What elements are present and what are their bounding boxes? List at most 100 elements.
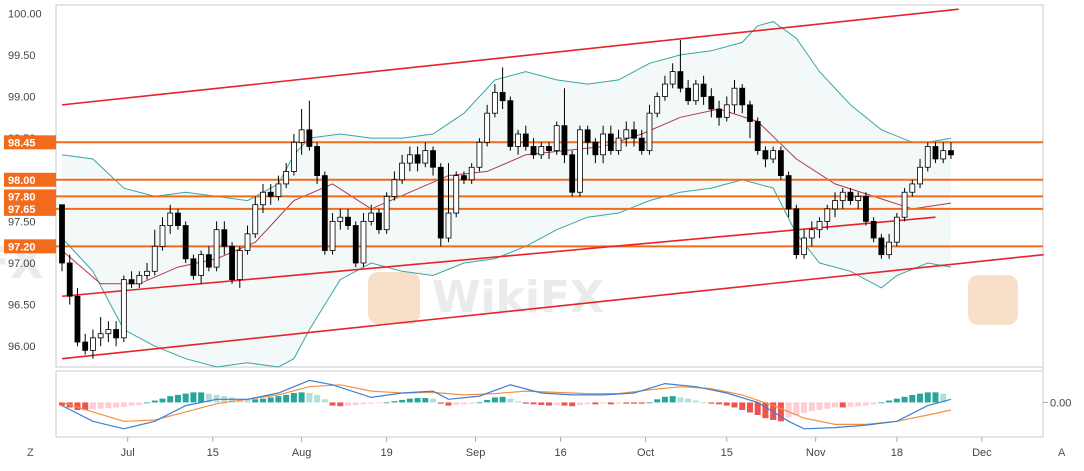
level-label-3: 97.65 <box>4 201 56 216</box>
auto-scale-label: A <box>1058 447 1066 459</box>
candle <box>638 129 645 155</box>
candle <box>345 208 351 230</box>
candle <box>762 146 769 168</box>
macd-histogram-bar <box>685 398 692 403</box>
macd-histogram-bar <box>484 399 491 403</box>
macd-histogram-bar <box>136 402 143 405</box>
candle <box>213 221 220 272</box>
level-label-bg <box>4 189 56 204</box>
macd-histogram-bar <box>708 402 715 404</box>
candle <box>167 204 174 234</box>
candle-body-down <box>607 133 614 152</box>
candle-body-down <box>376 212 382 231</box>
macd-panel <box>59 379 952 430</box>
candle-body-down <box>584 129 591 143</box>
candle-body-up <box>298 129 305 143</box>
candle-body-up <box>515 133 521 147</box>
candle <box>491 84 498 118</box>
candle-body-up <box>290 141 297 172</box>
candle <box>731 79 738 114</box>
macd-histogram-bar <box>862 402 869 406</box>
macd-histogram-bar <box>414 398 421 403</box>
candle <box>290 133 297 176</box>
candle-body-up <box>90 337 96 351</box>
macd-histogram-bar <box>932 392 939 403</box>
candle-body-up <box>692 83 699 102</box>
candle <box>97 317 104 347</box>
candle <box>283 163 290 189</box>
x-tick-label: 15 <box>721 447 733 459</box>
macd-histogram-bar <box>259 398 266 403</box>
candle <box>337 208 344 230</box>
candle <box>321 171 328 255</box>
candle <box>260 183 266 214</box>
candle-body-up <box>236 250 243 281</box>
candle <box>940 142 947 164</box>
candle <box>584 125 591 155</box>
zoom-reset-label: Z <box>27 447 34 459</box>
candle-body-up <box>615 137 622 152</box>
candle-body-down <box>507 100 514 147</box>
macd-histogram-bar <box>213 394 220 403</box>
candle-body-up <box>151 245 158 272</box>
candle-body-down <box>878 237 885 256</box>
macd-histogram-bar <box>746 402 753 413</box>
candle-body-down <box>128 279 135 285</box>
candle <box>832 192 838 218</box>
candle <box>948 142 954 159</box>
candle-body-up <box>801 237 807 256</box>
candle-body-up <box>816 220 823 231</box>
watermark-logo-icon-right <box>968 275 1018 325</box>
candle <box>739 84 746 114</box>
macd-histogram-bar <box>360 402 367 405</box>
auto-scale-button[interactable]: A <box>1058 447 1066 459</box>
zoom-reset-button[interactable]: Z <box>27 447 34 459</box>
candle-body-down <box>430 150 436 168</box>
level-label-text: 98.45 <box>8 137 36 149</box>
candle <box>198 250 205 284</box>
candle-body-down <box>82 341 89 351</box>
candle <box>175 208 181 230</box>
candle <box>839 188 846 209</box>
macd-histogram-bar <box>723 402 730 406</box>
macd-histogram-bar <box>159 398 166 403</box>
candle-body-up <box>391 179 398 197</box>
macd-histogram-bar <box>120 402 127 407</box>
level-label-text: 98.00 <box>8 175 36 187</box>
macd-histogram-bar <box>677 397 684 403</box>
candle <box>592 138 599 164</box>
x-tick-label: Oct <box>637 447 654 459</box>
candle-body-up <box>275 183 282 197</box>
candle <box>90 329 96 359</box>
macd-histogram-bar <box>352 402 359 405</box>
level-label-bg <box>4 201 56 216</box>
macd-histogram-bar <box>901 396 908 403</box>
candle-body-up <box>136 275 143 285</box>
level-label-bg <box>4 172 56 187</box>
macd-histogram-bar <box>321 399 328 403</box>
candle-body-down <box>175 212 181 226</box>
macd-histogram-bar <box>445 402 452 406</box>
candle-body-up <box>924 146 931 168</box>
candle <box>917 158 923 189</box>
candle-body-up <box>198 254 205 276</box>
x-tick-label: 19 <box>381 447 393 459</box>
candle <box>623 121 630 147</box>
candle <box>59 204 65 272</box>
macd-histogram-bar <box>739 402 746 410</box>
candle <box>74 287 81 347</box>
candle <box>685 79 692 105</box>
candle-body-down <box>190 258 197 276</box>
candle <box>631 121 637 147</box>
candle-body-down <box>499 91 506 102</box>
candle <box>368 204 375 226</box>
x-tick-label: Dec <box>972 447 992 459</box>
candle <box>236 246 243 288</box>
candle-body-down <box>314 146 320 176</box>
candle-body-up <box>159 225 166 247</box>
candle <box>785 171 792 218</box>
candle <box>66 254 73 305</box>
candle <box>82 333 89 355</box>
macd-histogram-bar <box>105 402 112 409</box>
